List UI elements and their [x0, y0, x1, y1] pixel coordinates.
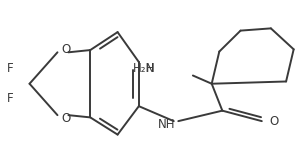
Text: O: O	[61, 112, 70, 125]
Text: H₂N: H₂N	[133, 62, 155, 75]
Text: NH: NH	[157, 118, 175, 131]
Text: O: O	[269, 115, 279, 128]
Text: F: F	[7, 62, 13, 75]
Text: H: H	[146, 62, 155, 75]
Text: F: F	[7, 92, 13, 105]
Text: O: O	[61, 43, 70, 56]
